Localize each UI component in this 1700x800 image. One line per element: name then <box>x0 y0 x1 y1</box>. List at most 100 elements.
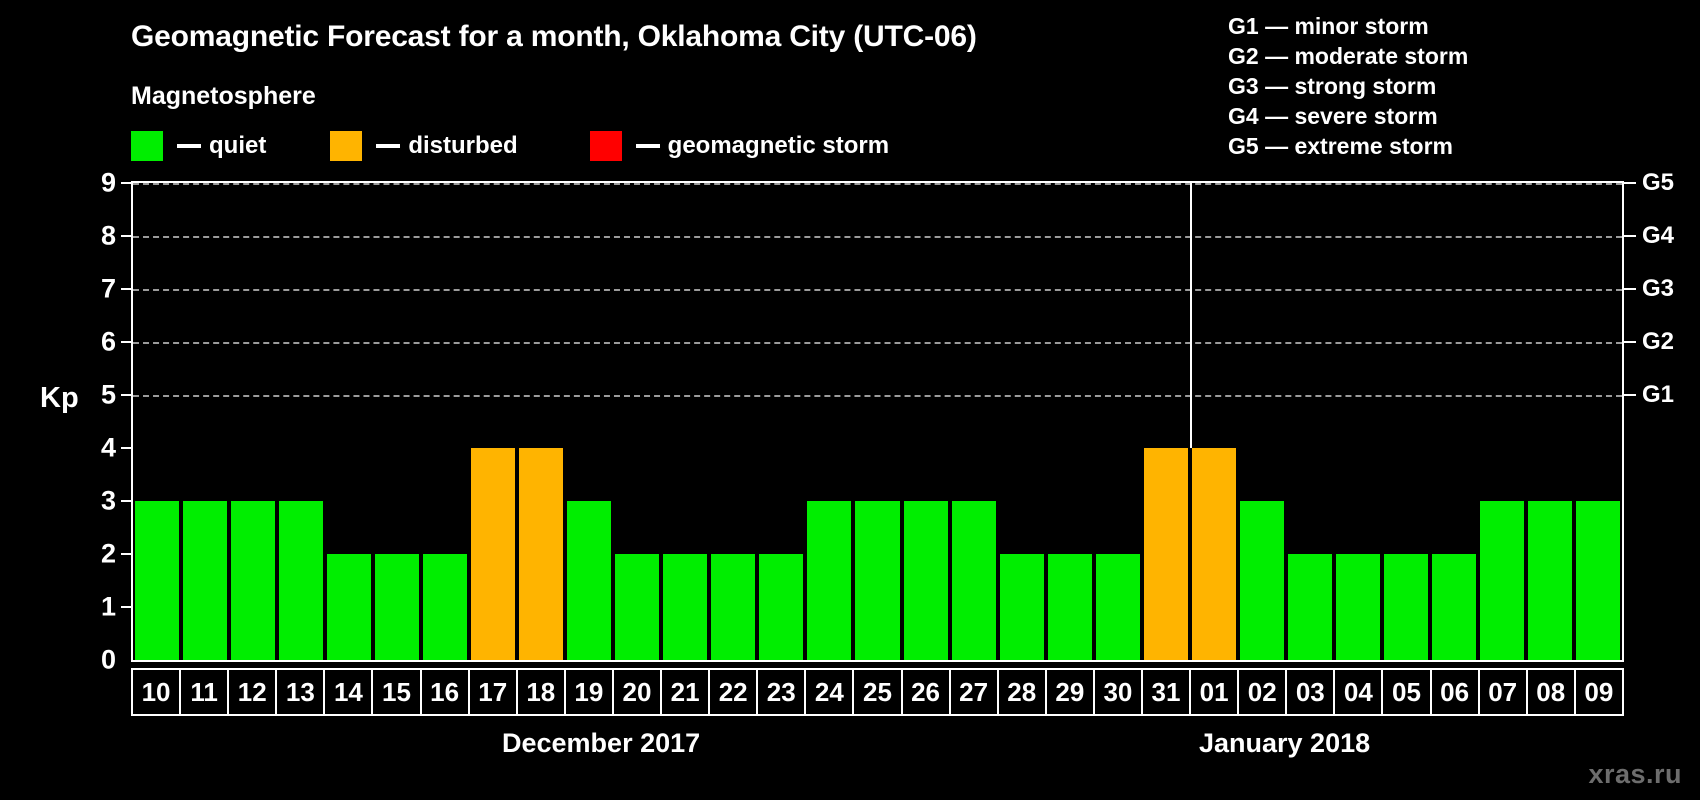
day-label-28[interactable]: 28 <box>999 670 1047 714</box>
month-label-0: December 2017 <box>502 728 701 758</box>
day-label-09[interactable]: 09 <box>1584 676 1614 707</box>
bar-10[interactable] <box>133 501 182 660</box>
day-label-25[interactable]: 25 <box>854 670 903 714</box>
day-label-02[interactable]: 02 <box>1239 670 1288 714</box>
bar-04[interactable] <box>1333 554 1382 660</box>
bar-15[interactable] <box>373 554 422 660</box>
legend-item-disturbed: disturbed <box>330 131 518 161</box>
bar-01[interactable] <box>1189 448 1238 660</box>
bar-02[interactable] <box>1237 501 1286 660</box>
bar-05[interactable] <box>1381 554 1430 660</box>
day-axis: 10 11 12 13 14 15 16 17 18 19 20 21 22 23 24 25 26 27 28 29… <box>131 668 1624 716</box>
day-label-16[interactable]: 16 <box>422 670 470 714</box>
bar-28[interactable] <box>997 554 1046 660</box>
g-tickmark-G2 <box>1624 341 1636 343</box>
bar-23[interactable] <box>757 554 806 660</box>
bar-17[interactable] <box>469 448 518 660</box>
day-label-20[interactable]: 20 <box>614 670 663 714</box>
y-tickmark-6 <box>121 341 131 343</box>
bar-21[interactable] <box>661 554 710 660</box>
day-label-17[interactable]: 17 <box>470 670 518 714</box>
bar-slot <box>1285 183 1334 660</box>
gridline-kp-8 <box>133 236 1622 238</box>
bar-slot <box>709 183 758 660</box>
bar-06[interactable] <box>1429 554 1478 660</box>
bar-30[interactable] <box>1093 554 1142 660</box>
day-label-29[interactable]: 29 <box>1047 670 1095 714</box>
bar-series <box>133 183 1622 660</box>
bar-slot <box>565 183 614 660</box>
bar-slot <box>1189 183 1238 660</box>
legend-item-quiet: quiet <box>131 131 266 161</box>
legend-label: quiet <box>209 132 267 159</box>
bar-slot <box>517 183 566 660</box>
day-label-27[interactable]: 27 <box>951 670 999 714</box>
bar-09[interactable] <box>1573 501 1622 660</box>
day-label-31[interactable]: 31 <box>1143 670 1192 714</box>
bar-14[interactable] <box>325 554 374 660</box>
day-label-07[interactable]: 07 <box>1480 670 1528 714</box>
gridline-kp-6 <box>133 342 1622 344</box>
day-label-23[interactable]: 23 <box>758 670 807 714</box>
day-label-15[interactable]: 15 <box>373 670 422 714</box>
bar-07[interactable] <box>1477 501 1526 660</box>
bar-13[interactable] <box>277 501 326 660</box>
y-tick-1: 1 <box>100 591 116 622</box>
bar-slot <box>805 183 854 660</box>
bar-slot <box>949 183 998 660</box>
gridline-kp-9 <box>133 183 1622 185</box>
bar-slot <box>421 183 470 660</box>
day-label-30[interactable]: 30 <box>1095 670 1143 714</box>
bar-03[interactable] <box>1285 554 1334 660</box>
bar-26[interactable] <box>901 501 950 660</box>
bar-29[interactable] <box>1045 554 1094 660</box>
day-label-05[interactable]: 05 <box>1383 670 1432 714</box>
day-label-13[interactable]: 13 <box>277 670 326 714</box>
day-label-18[interactable]: 18 <box>518 670 566 714</box>
bar-slot <box>1141 183 1190 660</box>
bar-24[interactable] <box>805 501 854 660</box>
month-label-1: January 2018 <box>1199 728 1371 758</box>
bar-slot <box>469 183 518 660</box>
y-tickmark-3 <box>121 500 131 502</box>
day-label-14[interactable]: 14 <box>325 670 374 714</box>
legend-item-geomagnetic: geomagnetic storm <box>589 131 889 161</box>
page-title: Geomagnetic Forecast for a month, Oklaho… <box>131 20 977 53</box>
bar-18[interactable] <box>517 448 566 660</box>
g-tick-G1: G1 <box>1642 381 1675 408</box>
y-tickmark-9 <box>121 182 131 184</box>
bar-16[interactable] <box>421 554 470 660</box>
day-label-04[interactable]: 04 <box>1335 670 1384 714</box>
bar-slot <box>997 183 1046 660</box>
bar-11[interactable] <box>181 501 230 660</box>
g-tick-G5: G5 <box>1642 169 1675 196</box>
day-label-19[interactable]: 19 <box>566 670 614 714</box>
day-label-21[interactable]: 21 <box>662 670 711 714</box>
bar-25[interactable] <box>853 501 902 660</box>
bar-22[interactable] <box>709 554 758 660</box>
bar-19[interactable] <box>565 501 614 660</box>
day-label-26[interactable]: 26 <box>903 670 951 714</box>
legend: quiet disturbed geomagnetic storm <box>131 131 889 161</box>
day-label-03[interactable]: 03 <box>1287 670 1336 714</box>
bar-31[interactable] <box>1141 448 1190 660</box>
bar-slot <box>133 183 182 660</box>
day-label-22[interactable]: 22 <box>710 670 759 714</box>
y-tickmark-8 <box>121 235 131 237</box>
bar-slot <box>181 183 230 660</box>
bar-08[interactable] <box>1525 501 1574 660</box>
bar-20[interactable] <box>613 554 662 660</box>
day-label-24[interactable]: 24 <box>806 670 855 714</box>
g-tickmark-G5 <box>1624 182 1636 184</box>
bar-slot <box>373 183 422 660</box>
bar-slot <box>1525 183 1574 660</box>
bar-12[interactable] <box>229 501 278 660</box>
gridline-kp-7 <box>133 289 1622 291</box>
day-label-06[interactable]: 06 <box>1432 670 1480 714</box>
day-label-01[interactable]: 01 <box>1191 670 1240 714</box>
day-label-08[interactable]: 08 <box>1528 670 1576 714</box>
day-label-11[interactable]: 11 <box>181 670 230 714</box>
bar-27[interactable] <box>949 501 998 660</box>
day-label-10[interactable]: 10 <box>133 670 182 714</box>
day-label-12[interactable]: 12 <box>229 670 278 714</box>
